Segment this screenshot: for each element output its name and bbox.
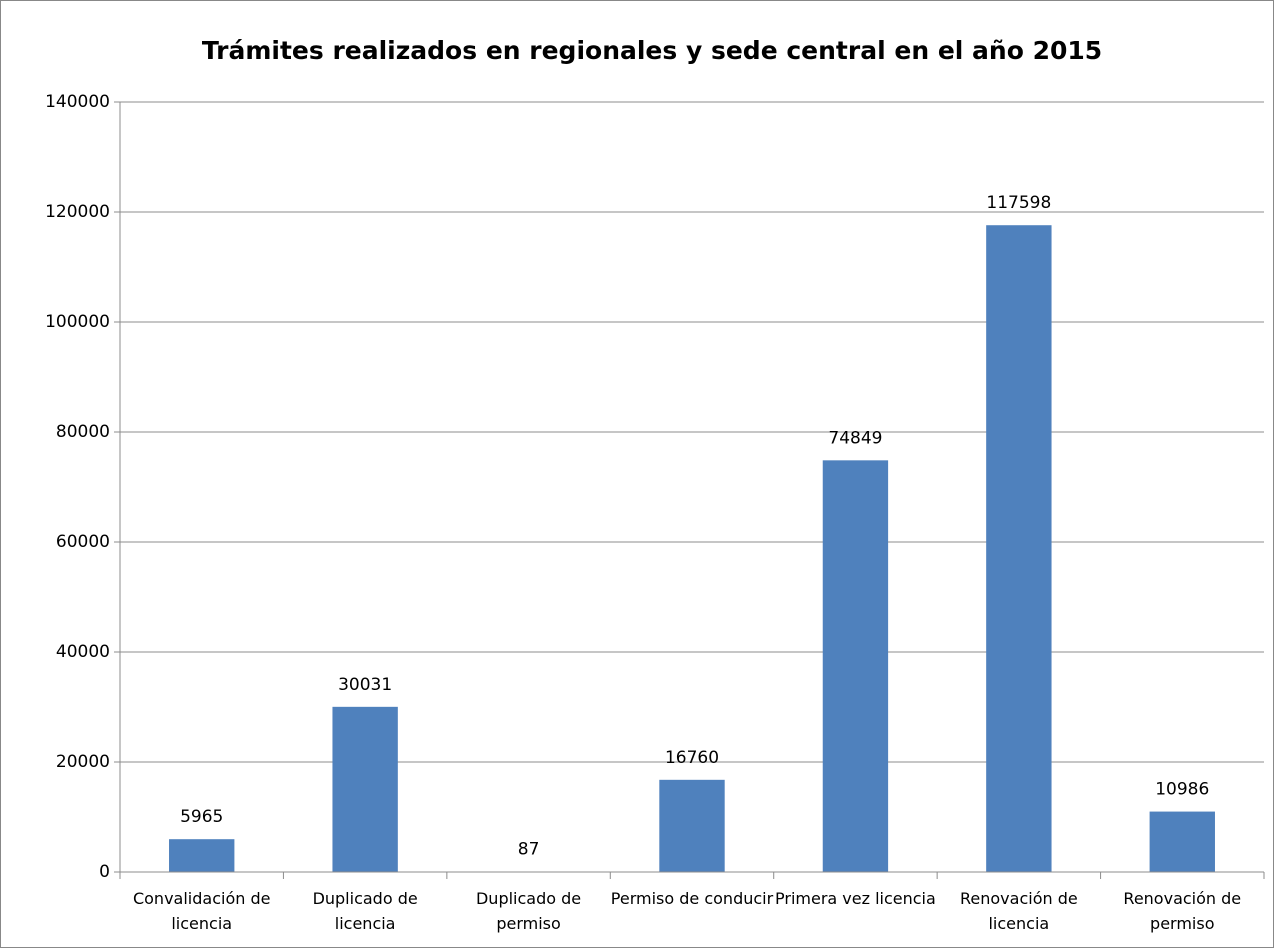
y-tick-label: 80000 [56,422,110,442]
bar [332,706,398,872]
data-label: 5965 [180,807,223,827]
chart-title: Trámites realizados en regionales y sede… [202,36,1102,65]
bar [659,779,725,872]
bar [1149,811,1215,872]
data-label: 10986 [1155,780,1209,800]
x-tick-label: Primera vez licencia [775,889,936,908]
y-tick-label: 140000 [45,92,110,112]
x-tick-label: Convalidación de licencia [132,889,271,933]
bar [169,839,235,872]
x-tick-label: Permiso de conducir [610,889,774,908]
data-label: 74849 [828,428,882,448]
x-tick-label: Duplicado de licencia [312,889,418,933]
y-tick-label: 100000 [45,312,110,332]
bar [986,225,1052,872]
y-tick-label: 40000 [56,642,110,662]
x-tick-label: Renovación de permiso [1123,889,1242,933]
data-label: 87 [518,840,540,860]
x-tick-label: Duplicado de permiso [475,889,582,933]
data-label: 16760 [665,748,719,768]
y-tick-label: 0 [99,862,110,882]
data-label: 117598 [986,193,1051,213]
data-label: 30031 [338,675,392,695]
y-tick-label: 60000 [56,532,110,552]
y-tick-label: 120000 [45,202,110,222]
x-tick-label: Renovación de licencia [960,889,1078,933]
bar [822,460,889,872]
y-tick-label: 20000 [56,752,110,772]
